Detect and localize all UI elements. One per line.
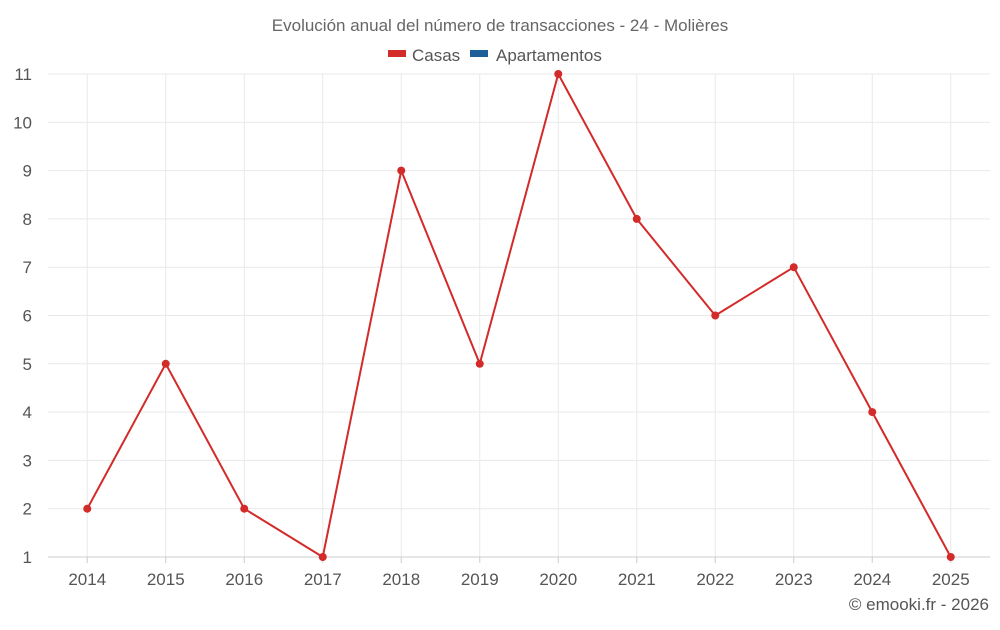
x-tick-label: 2014	[68, 570, 106, 589]
data-point[interactable]	[946, 553, 955, 561]
legend-swatch-casas	[388, 50, 406, 57]
x-tick-label: 2018	[382, 570, 420, 589]
x-tick-label: 2017	[304, 570, 342, 589]
x-tick-label: 2019	[461, 570, 499, 589]
x-tick-label: 2021	[618, 570, 656, 589]
data-point[interactable]	[789, 263, 798, 272]
data-point[interactable]	[475, 359, 484, 368]
x-tick-label: 2025	[932, 570, 970, 589]
legend-item-apartamentos[interactable]: Apartamentos	[470, 46, 602, 65]
legend[interactable]: Casas Apartamentos	[388, 46, 602, 65]
y-tick-label: 2	[23, 500, 32, 519]
credit-text: © emooki.fr - 2026	[849, 595, 989, 614]
legend-label-apartamentos: Apartamentos	[496, 46, 602, 65]
y-tick-label: 3	[23, 451, 32, 470]
y-axis-ticks: 1 2 3 4 5 6 7 8 9 10 11	[13, 65, 32, 567]
x-tick-label: 2024	[853, 570, 891, 589]
grid	[48, 73, 990, 557]
y-tick-label: 11	[14, 65, 32, 84]
y-tick-label: 6	[23, 307, 32, 326]
x-tick-label: 2015	[147, 570, 185, 589]
x-axis-ticks: 2014 2015 2016 2017 2018 2019 2020 2021 2022 2023…	[68, 570, 969, 589]
chart-title: Evolución anual del número de transaccio…	[272, 16, 728, 35]
data-point[interactable]	[397, 166, 406, 175]
data-point[interactable]	[318, 553, 327, 561]
data-point[interactable]	[161, 359, 170, 368]
y-tick-label: 4	[23, 403, 32, 422]
y-tick-label: 9	[23, 162, 32, 181]
y-tick-label: 1	[23, 548, 32, 567]
series-line-casas	[86, 73, 952, 558]
legend-item-casas[interactable]: Casas	[388, 46, 460, 65]
data-point[interactable]	[711, 311, 720, 320]
data-point[interactable]	[554, 70, 563, 78]
legend-label-casas: Casas	[412, 46, 460, 65]
x-tick-label: 2016	[225, 570, 263, 589]
x-tick-label: 2022	[696, 570, 734, 589]
data-point[interactable]	[868, 408, 877, 417]
data-point[interactable]	[240, 504, 249, 513]
data-point[interactable]	[83, 504, 92, 513]
legend-swatch-apartamentos	[470, 50, 488, 57]
y-tick-label: 8	[23, 210, 32, 229]
series	[83, 70, 955, 561]
axes	[48, 556, 990, 563]
y-tick-label: 5	[23, 355, 32, 374]
y-tick-label: 10	[13, 113, 32, 132]
y-tick-label: 7	[23, 258, 32, 277]
x-tick-label: 2020	[539, 570, 577, 589]
data-point[interactable]	[632, 214, 641, 223]
x-tick-label: 2023	[775, 570, 813, 589]
